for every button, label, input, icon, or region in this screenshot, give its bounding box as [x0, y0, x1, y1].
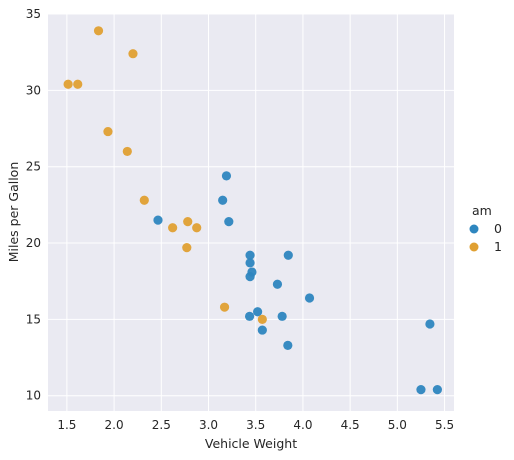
data-point-am-1: [139, 195, 149, 205]
data-points: [63, 26, 442, 395]
plot-background: [48, 14, 454, 411]
y-tick-labels: 10 15 20 25 30 35: [26, 7, 41, 403]
x-tick-label: 4.5: [341, 418, 360, 432]
data-point-am-1: [192, 223, 202, 233]
x-tick-labels: 1.5 2.0 2.5 3.0 3.5 4.0 4.5 5.0 5.5: [57, 418, 454, 432]
grid-lines: [48, 13, 454, 411]
data-point-am-0: [245, 250, 255, 260]
x-tick-label: 3.5: [246, 418, 265, 432]
data-point-am-0: [304, 293, 315, 303]
y-tick-label: 25: [26, 160, 41, 174]
legend: am 0 1: [469, 203, 502, 254]
legend-label-1: 1: [494, 239, 502, 254]
data-point-am-0: [245, 272, 255, 282]
data-point-am-0: [272, 279, 283, 289]
data-point-am-1: [219, 302, 230, 312]
legend-marker-1: [469, 242, 479, 252]
data-point-am-0: [224, 217, 234, 227]
data-point-am-0: [416, 385, 426, 395]
data-point-am-0: [253, 307, 263, 317]
y-tick-label: 15: [26, 312, 41, 326]
data-point-am-0: [425, 319, 435, 329]
data-point-am-0: [244, 311, 255, 321]
data-point-am-1: [63, 79, 73, 89]
data-point-am-1: [183, 217, 193, 227]
y-axis-label: Miles per Gallon: [6, 162, 21, 263]
legend-title: am: [472, 203, 492, 218]
x-tick-label: 5.5: [435, 418, 454, 432]
data-point-am-0: [432, 385, 442, 395]
legend-marker-0: [469, 224, 479, 234]
x-tick-label: 1.5: [57, 418, 76, 432]
data-point-am-1: [168, 223, 178, 233]
x-tick-label: 5.0: [388, 418, 407, 432]
x-tick-label: 2.5: [152, 418, 171, 432]
data-point-am-1: [122, 146, 132, 157]
data-point-am-0: [221, 171, 232, 181]
legend-label-0: 0: [494, 221, 502, 236]
x-tick-label: 2.0: [105, 418, 124, 432]
data-point-am-0: [283, 250, 293, 260]
data-point-am-1: [93, 26, 104, 36]
data-point-am-0: [218, 195, 228, 205]
data-point-am-1: [182, 243, 192, 253]
data-point-am-1: [128, 49, 138, 59]
data-point-am-0: [277, 311, 287, 321]
x-tick-label: 4.0: [293, 418, 312, 432]
x-axis-label: Vehicle Weight: [205, 436, 297, 451]
y-tick-label: 35: [26, 7, 41, 21]
data-point-am-1: [73, 79, 83, 89]
data-point-am-0: [257, 325, 267, 335]
y-tick-label: 30: [26, 83, 41, 97]
data-point-am-0: [153, 215, 163, 225]
y-tick-label: 20: [26, 236, 41, 250]
data-point-am-1: [257, 314, 267, 324]
x-tick-label: 3.0: [199, 418, 218, 432]
data-point-am-1: [103, 126, 113, 137]
y-tick-label: 10: [26, 389, 41, 403]
data-point-am-0: [245, 258, 255, 268]
data-point-am-0: [283, 340, 293, 350]
